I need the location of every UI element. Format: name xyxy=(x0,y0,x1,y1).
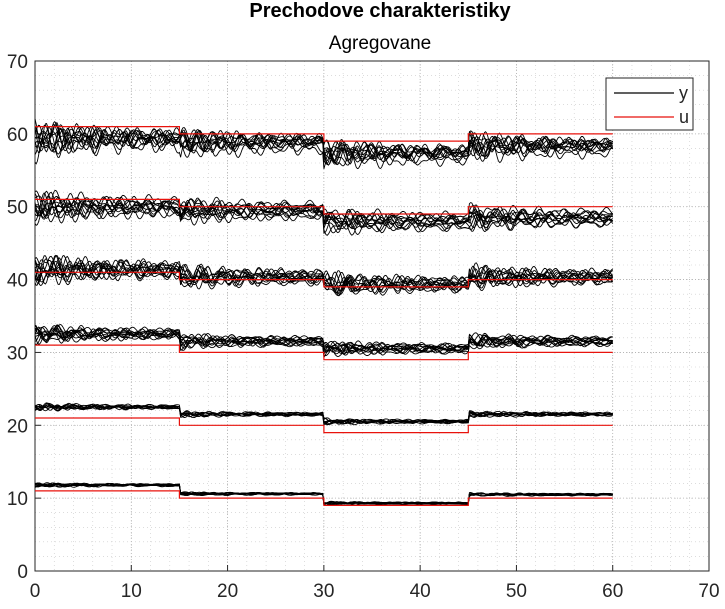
y-tick-label: 30 xyxy=(7,343,28,364)
legend-label-u: u xyxy=(679,107,689,127)
legend-label-y: y xyxy=(679,83,688,103)
chart-subtitle: Agregovane xyxy=(328,33,432,54)
y-response-line xyxy=(34,403,613,424)
u-setpoint-line xyxy=(35,198,613,215)
y-tick-label: 0 xyxy=(17,562,28,583)
u-setpoint-line xyxy=(35,417,613,434)
y-tick-label: 10 xyxy=(7,489,28,510)
y-response-line xyxy=(34,124,613,166)
u-setpoint-line xyxy=(35,490,613,506)
x-tick-label: 0 xyxy=(30,581,41,602)
x-tick-label: 70 xyxy=(698,581,719,602)
chart-title: Prechodove charakteristiky xyxy=(249,0,511,22)
y-response-line xyxy=(34,197,614,234)
y-tick-label: 20 xyxy=(7,416,28,437)
y-tick-label: 60 xyxy=(7,125,28,146)
x-tick-label: 50 xyxy=(506,581,527,602)
x-tick-label: 30 xyxy=(313,581,334,602)
y-response-line xyxy=(35,121,614,164)
y-response-line xyxy=(34,202,614,236)
axes-box xyxy=(34,60,710,572)
x-tick-label: 20 xyxy=(217,581,238,602)
y-tick-label: 40 xyxy=(7,271,28,292)
legend-box xyxy=(605,77,694,131)
y-response-line xyxy=(34,404,613,426)
y-response-line xyxy=(34,189,614,225)
y-tick-label: 50 xyxy=(7,198,28,219)
u-setpoint-line xyxy=(35,344,613,361)
y-response-line xyxy=(34,198,614,236)
x-tick-label: 60 xyxy=(602,581,623,602)
u-setpoint-line xyxy=(35,271,613,288)
u-setpoint-line xyxy=(35,126,613,142)
x-tick-label: 10 xyxy=(121,581,142,602)
y-response-line xyxy=(35,328,613,355)
x-tick-label: 40 xyxy=(410,581,431,602)
y-tick-label: 70 xyxy=(7,52,28,73)
